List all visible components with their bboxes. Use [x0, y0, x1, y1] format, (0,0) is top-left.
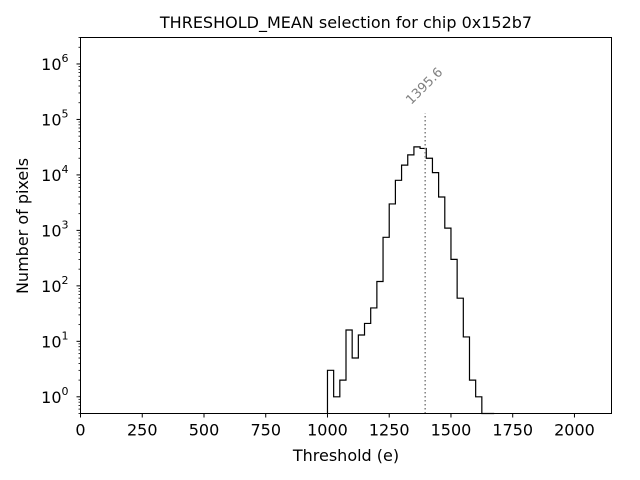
y-axis-ticks: 100 101 102 103 104 105 106 — [41, 37, 81, 414]
histogram-bin — [383, 237, 389, 413]
x-tick-label: 250 — [127, 421, 158, 440]
histogram-bin — [414, 147, 420, 414]
y-tick-label: 106 — [41, 52, 68, 74]
histogram-bin — [476, 397, 482, 414]
histogram-bin — [358, 335, 364, 413]
y-tick-label: 104 — [41, 163, 68, 185]
histogram-bin — [395, 180, 401, 413]
chart-title: THRESHOLD_MEAN selection for chip 0x152b… — [159, 13, 532, 33]
x-tick-label: 500 — [189, 421, 220, 440]
histogram-bin — [463, 337, 469, 414]
histogram-bin — [408, 155, 414, 414]
plot-frame — [80, 37, 612, 414]
histogram-bin — [389, 204, 395, 414]
y-tick-label: 102 — [41, 274, 68, 296]
y-axis-label: Number of pixels — [13, 158, 32, 294]
histogram-bin — [377, 281, 383, 413]
y-tick-label: 101 — [41, 329, 68, 351]
histogram-bin — [371, 308, 377, 414]
histogram-bin — [365, 323, 371, 413]
y-tick-label: 100 — [41, 385, 68, 407]
histogram-bin — [340, 380, 346, 413]
histogram-bin — [469, 380, 475, 413]
histogram-bin — [334, 397, 340, 414]
x-axis-label: Threshold (e) — [292, 446, 399, 465]
histogram-bin — [445, 228, 451, 413]
x-tick-label: 0 — [75, 421, 85, 440]
x-tick-label: 1000 — [307, 421, 348, 440]
y-tick-label: 103 — [41, 218, 68, 240]
histogram-bin — [457, 298, 463, 413]
y-tick-label: 105 — [41, 107, 68, 129]
x-tick-label: 1250 — [369, 421, 410, 440]
histogram-bin — [346, 330, 352, 413]
histogram-bin — [451, 259, 457, 413]
histogram-bin — [402, 165, 408, 413]
histogram-bin — [426, 158, 432, 413]
x-axis-ticks: 0 250 500 750 1000 1250 1500 1750 2000 — [75, 413, 595, 440]
histogram-bin — [352, 358, 358, 413]
histogram-bin — [439, 197, 445, 414]
x-tick-label: 1750 — [492, 421, 533, 440]
histogram-bin — [432, 173, 438, 414]
histogram-outline — [326, 146, 495, 415]
histogram-layer — [326, 146, 495, 415]
x-tick-label: 1500 — [431, 421, 472, 440]
x-tick-label: 750 — [250, 421, 281, 440]
x-tick-label: 2000 — [554, 421, 595, 440]
histogram-bin — [327, 370, 333, 413]
